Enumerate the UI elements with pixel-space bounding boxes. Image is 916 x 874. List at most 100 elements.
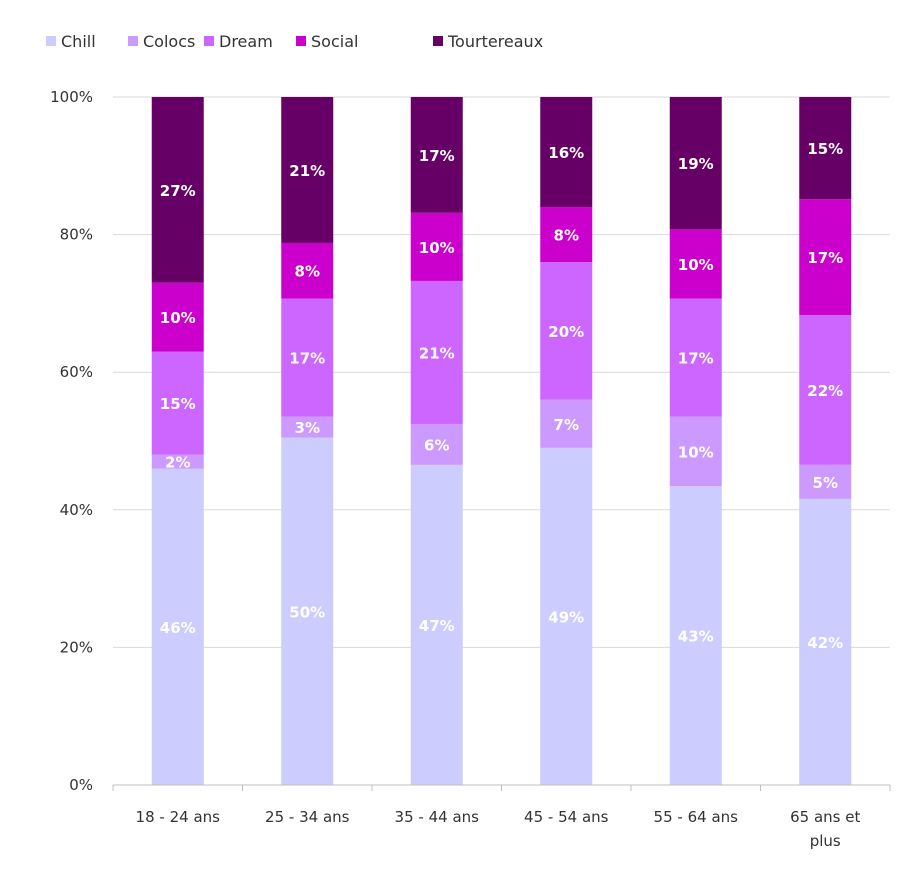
bar-segment-social: [540, 207, 593, 263]
x-tick-label-line: 35 - 44 ans: [395, 808, 480, 826]
bars: 46% 2% 15% 10% 27% 50% 3% 17% 8% 21% 47% 6% 21% 10% 17…: [151, 97, 852, 785]
bar-segment-chill: [281, 437, 334, 785]
bar-segment-colocs: [281, 416, 334, 438]
gridlines: [113, 96, 890, 648]
bar-segment-colocs: [669, 416, 722, 487]
y-tick-label: 80%: [60, 226, 93, 244]
data-label: 7%: [554, 416, 579, 434]
x-tick-label: 55 - 64 ans: [654, 808, 739, 826]
x-tick-label-line: 55 - 64 ans: [654, 808, 739, 826]
x-tick-label: 25 - 34 ans: [265, 808, 350, 826]
data-label: 21%: [419, 344, 455, 362]
legend-swatch: [128, 36, 138, 46]
data-label: 17%: [289, 350, 325, 368]
bar-segment-dream: [151, 351, 204, 455]
legend-label: Chill: [61, 32, 96, 51]
bar-segment-chill: [540, 447, 593, 785]
data-label: 20%: [548, 323, 584, 341]
y-axis: 0% 20% 40% 60% 80% 100%: [50, 88, 93, 794]
data-label: 19%: [678, 155, 714, 173]
x-tick-label: 35 - 44 ans: [395, 808, 480, 826]
bar-segment-chill: [669, 486, 722, 785]
data-label: 49%: [548, 608, 584, 626]
data-label: 10%: [419, 239, 455, 257]
bar-segment-tourtereaux: [151, 97, 204, 283]
x-tick-label-line: 65 ans et: [790, 808, 860, 826]
bar-stack: 49% 7% 20% 8% 16%: [540, 97, 593, 785]
x-tick-label: 65 ans et plus: [790, 808, 860, 850]
data-label: 8%: [295, 263, 320, 281]
bar-stack: 46% 2% 15% 10% 27%: [151, 97, 204, 785]
data-label: 5%: [813, 474, 838, 492]
legend-swatch: [433, 36, 443, 46]
data-label: 17%: [678, 350, 714, 368]
data-label: 16%: [548, 144, 584, 162]
legend-label: Tourtereaux: [447, 32, 543, 51]
data-label: 17%: [807, 249, 843, 267]
x-tick-label-line: 18 - 24 ans: [136, 808, 221, 826]
bar-segment-social: [151, 282, 204, 352]
bar-segment-social: [669, 229, 722, 299]
bar-stack: 42% 5% 22% 17% 15%: [799, 97, 852, 785]
data-label: 10%: [678, 443, 714, 461]
legend-label: Dream: [219, 32, 273, 51]
data-label: 15%: [807, 140, 843, 158]
bar-segment-social: [281, 242, 334, 299]
data-label: 46%: [160, 619, 196, 637]
bar-segment-social: [410, 212, 463, 281]
data-label: 15%: [160, 395, 196, 413]
bar-stack: 47% 6% 21% 10% 17%: [410, 97, 463, 785]
bar-segment-dream: [281, 298, 334, 417]
legend-label: Social: [311, 32, 358, 51]
x-tick-label: 18 - 24 ans: [136, 808, 221, 826]
bar-segment-colocs: [410, 423, 463, 465]
y-tick-label: 100%: [50, 88, 93, 106]
x-tick-label-line: plus: [810, 832, 841, 850]
bar-segment-tourtereaux: [799, 97, 852, 200]
data-label: 8%: [554, 227, 579, 245]
bar-segment-dream: [410, 280, 463, 424]
data-label: 43%: [678, 628, 714, 646]
y-tick-label: 0%: [69, 776, 93, 794]
bar-segment-social: [799, 199, 852, 315]
bar-segment-dream: [669, 298, 722, 417]
legend-item-social: Social: [296, 32, 358, 51]
data-label: 10%: [678, 256, 714, 274]
bar-segment-tourtereaux: [281, 97, 334, 243]
y-tick-label: 20%: [60, 638, 93, 656]
legend-swatch: [204, 36, 214, 46]
data-label: 47%: [419, 617, 455, 635]
data-label: 3%: [295, 419, 320, 437]
y-tick-label: 60%: [60, 363, 93, 381]
legend-swatch: [46, 36, 56, 46]
bar-segment-colocs: [799, 464, 852, 499]
legend-label: Colocs: [143, 32, 195, 51]
legend: Chill Colocs Dream Social Tourtereaux: [46, 32, 543, 51]
data-label: 6%: [424, 436, 449, 454]
bar-segment-tourtereaux: [410, 97, 463, 213]
bar-segment-chill: [799, 498, 852, 785]
bar-segment-dream: [799, 314, 852, 465]
legend-swatch: [296, 36, 306, 46]
data-label: 22%: [807, 382, 843, 400]
y-tick-label: 40%: [60, 501, 93, 519]
bar-segment-colocs: [151, 454, 204, 469]
bar-segment-chill: [410, 464, 463, 785]
data-label: 50%: [289, 603, 325, 621]
bar-segment-tourtereaux: [669, 97, 722, 230]
bar-segment-dream: [540, 262, 593, 400]
x-tick-label: 45 - 54 ans: [524, 808, 609, 826]
legend-item-tourtereaux: Tourtereaux: [433, 32, 543, 51]
bar-segment-chill: [151, 468, 204, 785]
data-label: 2%: [165, 454, 190, 472]
x-tick-label-line: 25 - 34 ans: [265, 808, 350, 826]
bar-segment-colocs: [540, 399, 593, 448]
legend-item-colocs: Colocs: [128, 32, 195, 51]
legend-item-dream: Dream: [204, 32, 273, 51]
data-label: 10%: [160, 309, 196, 327]
bar-segment-tourtereaux: [540, 97, 593, 208]
bar-stack: 50% 3% 17% 8% 21%: [281, 97, 334, 785]
bar-stack: 43% 10% 17% 10% 19%: [669, 97, 722, 785]
data-label: 17%: [419, 147, 455, 165]
